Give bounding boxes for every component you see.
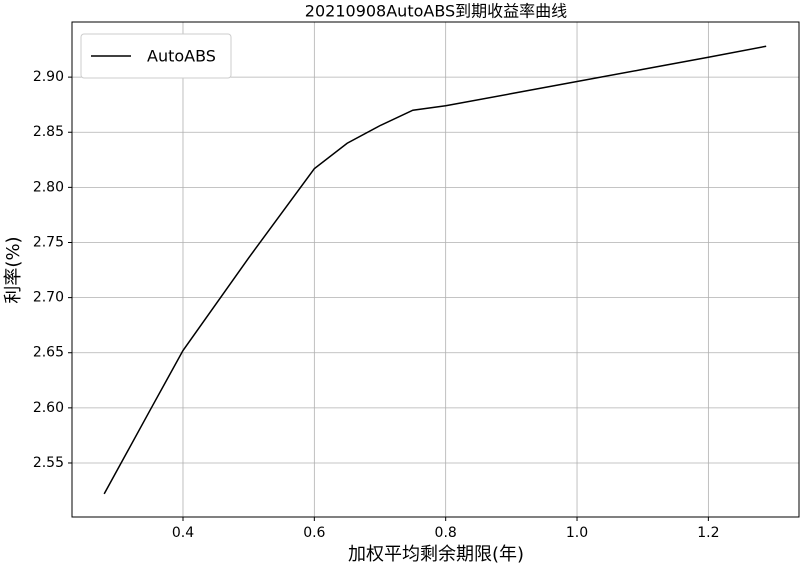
y-axis-label: 利率(%) (3, 236, 24, 303)
y-tick-label: 2.65 (33, 345, 64, 361)
line (103, 45, 767, 495)
y-tick-label: 2.55 (33, 455, 64, 471)
x-tick-label: 1.2 (697, 525, 719, 541)
legend-box (80, 33, 232, 79)
x-tick-label: 0.6 (303, 525, 325, 541)
y-tick-label: 2.70 (33, 290, 64, 306)
y-tick-label: 2.75 (33, 234, 64, 250)
x-tick-label: 1.0 (566, 525, 588, 541)
y-tick-label: 2.80 (33, 179, 64, 195)
y-tick-label: 2.60 (33, 400, 64, 416)
x-tick-label: 0.8 (435, 525, 457, 541)
plot-frame (71, 21, 800, 518)
x-axis-label: 加权平均剩余期限(年) (348, 544, 524, 565)
chart-title: 20210908AutoABS到期收益率曲线 (305, 2, 567, 21)
legend-label: AutoABS (147, 47, 216, 66)
y-tick-label: 2.90 (33, 69, 64, 85)
x-tick-label: 0.4 (172, 525, 194, 541)
y-tick-label: 2.85 (33, 124, 64, 140)
